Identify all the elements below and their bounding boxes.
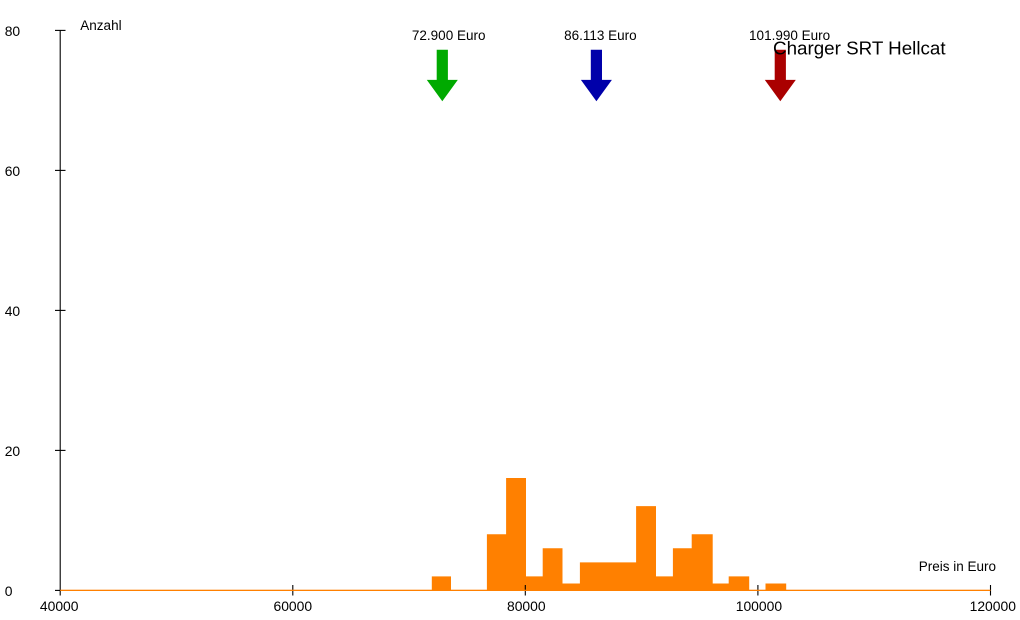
svg-text:72.900 Euro: 72.900 Euro xyxy=(412,28,486,43)
svg-text:100000: 100000 xyxy=(736,598,783,614)
svg-text:80: 80 xyxy=(5,23,21,39)
svg-text:120000: 120000 xyxy=(970,598,1017,614)
svg-text:Charger SRT Hellcat: Charger SRT Hellcat xyxy=(773,37,946,58)
svg-text:80000: 80000 xyxy=(507,598,546,614)
svg-text:0: 0 xyxy=(5,583,13,599)
svg-text:101.990 Euro: 101.990 Euro xyxy=(749,28,830,43)
svg-text:60: 60 xyxy=(5,163,21,179)
svg-text:86.113 Euro: 86.113 Euro xyxy=(564,28,637,43)
svg-text:40: 40 xyxy=(5,303,21,319)
svg-text:60000: 60000 xyxy=(273,598,312,614)
svg-text:40000: 40000 xyxy=(40,598,79,614)
svg-text:Preis in Euro: Preis in Euro xyxy=(919,559,996,574)
svg-text:Anzahl: Anzahl xyxy=(80,18,121,33)
svg-text:20: 20 xyxy=(5,443,21,459)
